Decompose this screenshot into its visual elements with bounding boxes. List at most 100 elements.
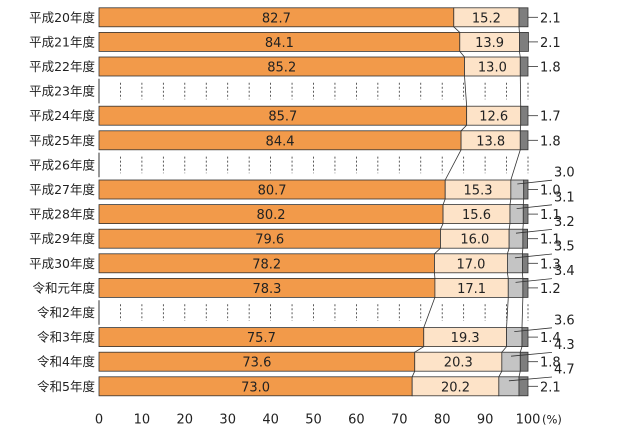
x-tick-label: 20: [177, 413, 194, 428]
connector-line: [511, 150, 520, 180]
category-label: 平成27年度: [29, 182, 95, 197]
connector-line: [434, 248, 440, 254]
category-label: 平成20年度: [29, 10, 95, 25]
connector-line: [509, 224, 510, 230]
connector-line: [461, 125, 467, 131]
bar-value-label: 12.6: [479, 110, 508, 125]
bar-value-label: 80.2: [257, 208, 286, 223]
bar-value-label: 2.1: [540, 36, 561, 51]
bar-value-label: 85.2: [267, 61, 296, 76]
bar-value-label: 1.7: [540, 110, 561, 125]
x-tick-label: 100: [516, 413, 541, 428]
bar-value-label: 84.1: [265, 36, 294, 51]
connector-line: [460, 51, 465, 57]
bar-segment: [519, 8, 528, 27]
bar-value-label: 13.8: [476, 134, 505, 149]
category-label: 平成21年度: [29, 34, 95, 49]
x-tick-label: 60: [348, 413, 365, 428]
bar-value-label: 2.1: [540, 11, 561, 26]
x-tick-label: 80: [434, 413, 451, 428]
bar-value-label: 80.7: [258, 184, 287, 199]
bar-value-label: 78.3: [252, 282, 281, 297]
connector-line: [502, 347, 507, 353]
bar-segment: [509, 229, 523, 248]
bar-value-label: 16.0: [460, 233, 489, 248]
category-label: 令和3年度: [37, 330, 95, 345]
category-label: 平成30年度: [29, 256, 95, 271]
bar-value-label: 3.4: [554, 264, 575, 279]
x-tick-label: 30: [219, 413, 236, 428]
bar-value-label: 15.2: [472, 11, 501, 26]
bar-value-label: 3.6: [554, 313, 575, 328]
bar-value-label: 73.6: [242, 356, 271, 371]
bar-segment: [511, 180, 524, 199]
bar-segment: [507, 328, 522, 347]
connector-line: [412, 371, 415, 377]
bar-value-label: 13.9: [475, 36, 504, 51]
bar-segment: [499, 377, 519, 396]
category-label: 平成22年度: [29, 59, 95, 74]
connector-line: [522, 297, 523, 327]
bar-value-label: 3.2: [554, 215, 575, 230]
bar-value-label: 78.2: [252, 257, 281, 272]
connector-line: [499, 371, 502, 377]
connector-line: [440, 224, 443, 230]
x-tick-label: 10: [134, 413, 151, 428]
bar-value-label: 1.2: [540, 282, 561, 297]
bar-value-label: 4.7: [554, 363, 575, 378]
connector-line: [519, 371, 520, 377]
bar-value-label: 13.0: [478, 61, 507, 76]
bar-value-label: 15.6: [462, 208, 491, 223]
bar-value-label: 1.8: [540, 134, 561, 149]
category-label: 令和5年度: [37, 379, 95, 394]
category-label: 平成29年度: [29, 231, 95, 246]
bar-value-label: 15.3: [464, 184, 493, 199]
bar-segment: [519, 32, 528, 51]
connector-line: [465, 76, 467, 106]
bar-value-label: 3.5: [554, 240, 575, 255]
x-tick-label: 70: [391, 413, 408, 428]
connector-line: [415, 347, 424, 353]
category-label: 平成28年度: [29, 207, 95, 222]
bar-value-label: 4.3: [554, 338, 575, 353]
bar-value-label: 17.0: [456, 257, 485, 272]
bar-value-label: 85.7: [268, 110, 297, 125]
category-label: 平成24年度: [29, 108, 95, 123]
connector-line: [445, 150, 461, 180]
category-label: 令和4年度: [37, 354, 95, 369]
connector-line: [519, 51, 520, 57]
bar-value-label: 2.1: [540, 380, 561, 395]
bar-segment: [510, 205, 523, 224]
x-tick-label: 50: [305, 413, 322, 428]
connector-line: [424, 297, 435, 327]
bar-value-label: 20.2: [441, 380, 470, 395]
bar-value-label: 19.3: [451, 331, 480, 346]
bar-value-label: 73.0: [241, 380, 270, 395]
bar-value-label: 3.1: [554, 190, 575, 205]
bar-segment: [521, 106, 528, 125]
connector-line: [443, 199, 445, 205]
bar-segment: [508, 278, 523, 297]
connector-line: [454, 27, 460, 33]
bar-value-label: 3.0: [554, 166, 575, 181]
bar-value-label: 20.3: [444, 356, 473, 371]
bar-segment: [507, 254, 522, 273]
x-axis-unit: (%): [542, 413, 562, 427]
bar-value-label: 17.1: [457, 282, 486, 297]
bar-value-label: 84.4: [266, 134, 295, 149]
bar-value-label: 82.7: [262, 11, 291, 26]
bar-segment: [502, 352, 520, 371]
category-label: 平成23年度: [29, 84, 95, 99]
category-label: 令和2年度: [37, 305, 95, 320]
connector-line: [520, 347, 522, 353]
bar-segment: [520, 57, 528, 76]
connector-line: [507, 273, 508, 279]
bar-segment: [520, 131, 528, 150]
category-label: 平成25年度: [29, 133, 95, 148]
bar-value-label: 75.7: [247, 331, 276, 346]
connector-line: [510, 199, 511, 205]
x-tick-label: 90: [477, 413, 494, 428]
x-tick-label: 0: [95, 413, 103, 428]
